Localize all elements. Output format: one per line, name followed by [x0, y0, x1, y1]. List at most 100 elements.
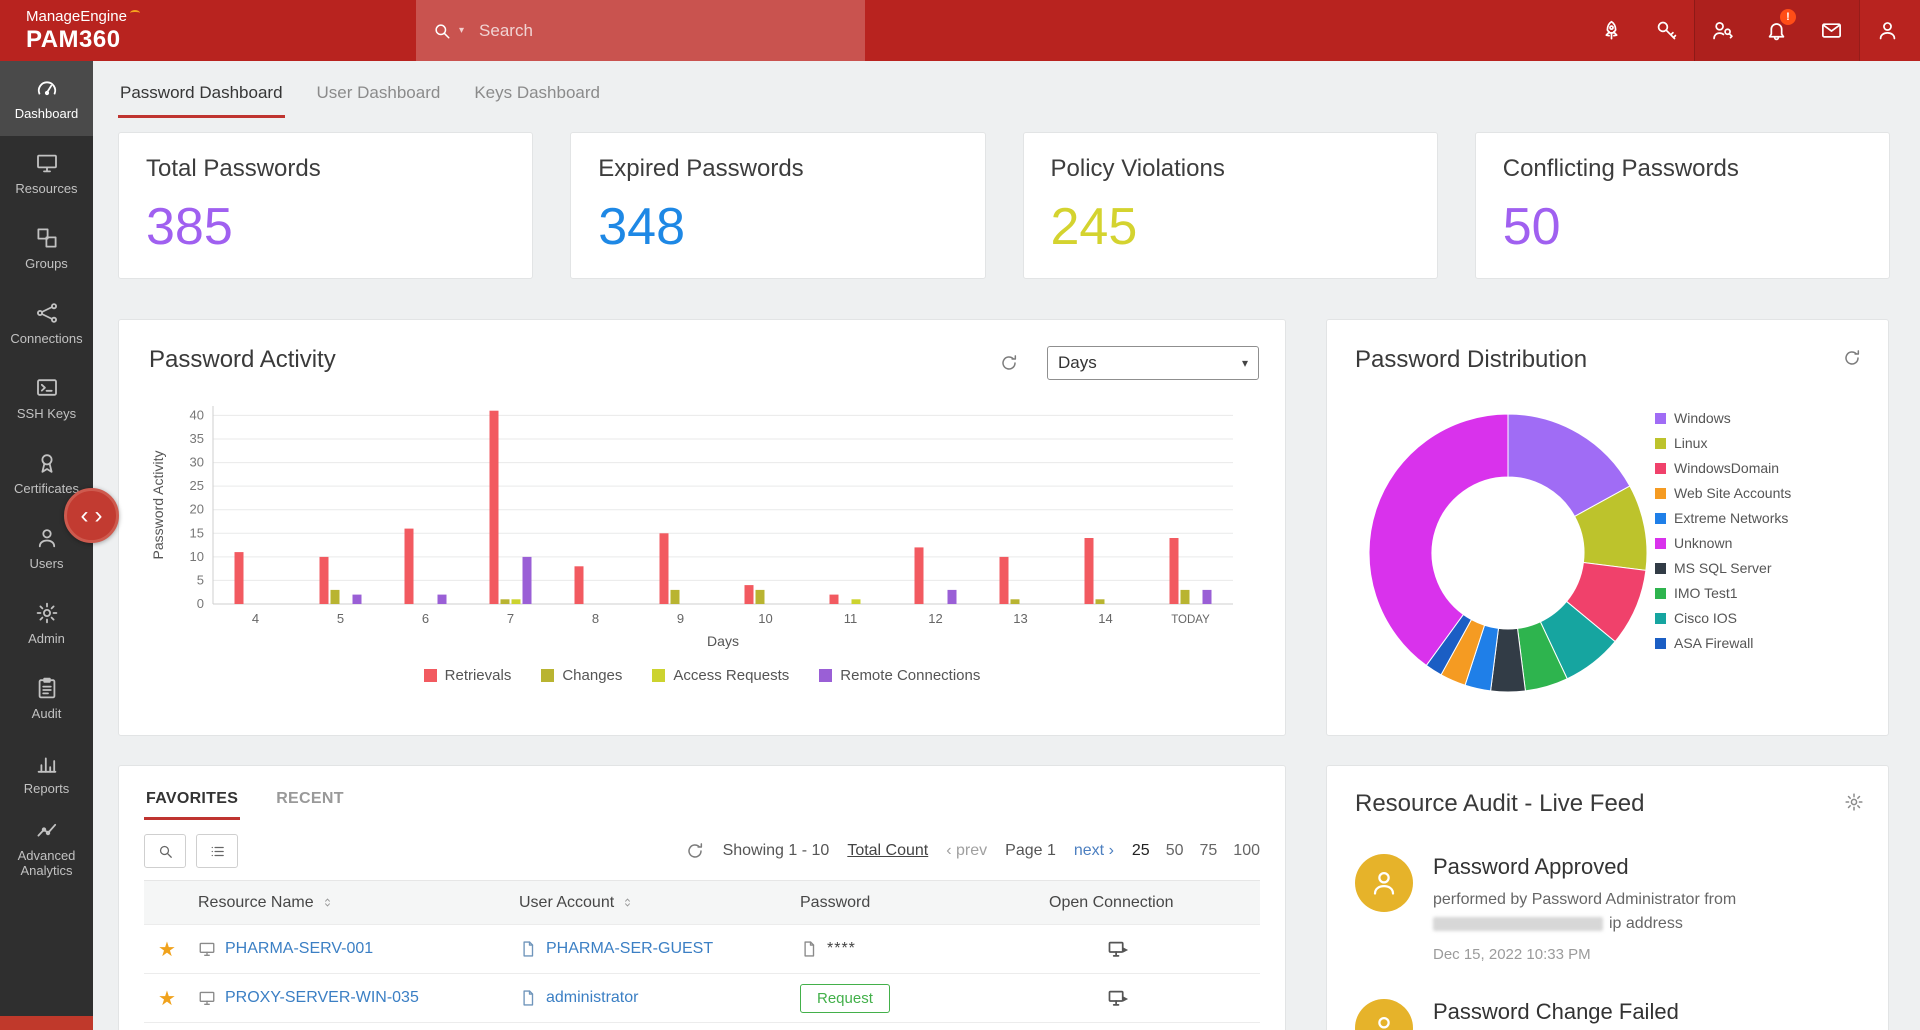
legend-label: IMO Test1 [1674, 585, 1738, 601]
sidebar-item-label: Certificates [13, 480, 80, 496]
sidebar-item-label: Advanced Analytics [17, 848, 76, 878]
sidebar-item-label: Groups [25, 255, 68, 271]
sidebar-item-ssh-keys[interactable]: SSH Keys [0, 361, 93, 436]
select-value: Days [1058, 353, 1097, 372]
header-icon-group: ! [1584, 0, 1914, 61]
page-size-100[interactable]: 100 [1233, 842, 1260, 859]
favorite-cell: ★ [144, 937, 198, 962]
activity-range-select[interactable]: Days ▾ [1047, 346, 1259, 380]
legend-swatch [541, 669, 555, 682]
sidebar-item-groups[interactable]: Groups [0, 211, 93, 286]
legend-label: Access Requests [673, 667, 790, 684]
legend-item: Remote Connections [819, 667, 980, 684]
favorites-table-head: Resource Name User Account Password Open Co… [144, 880, 1260, 925]
request-password-button[interactable]: Request [800, 983, 890, 1013]
refresh-table-icon[interactable] [685, 841, 705, 861]
sidebar-item-reports[interactable]: Reports [0, 736, 93, 811]
sidebar-item-dashboard[interactable]: Dashboard [0, 61, 93, 136]
sidebar-item-users[interactable]: Users [0, 511, 93, 586]
resources-icon [35, 151, 59, 175]
search-scope-chevron-icon[interactable]: ▾ [459, 25, 465, 36]
live-feed-settings-gear-icon[interactable] [1844, 792, 1864, 812]
resource-link[interactable]: PROXY-SERVER-WIN-035 [225, 989, 419, 1006]
tab-user-dashboard[interactable]: User Dashboard [316, 83, 441, 102]
feed-avatar [1355, 999, 1413, 1030]
resource-link[interactable]: PHARMA-SERV-001 [225, 940, 374, 957]
svg-text:TODAY: TODAY [1171, 614, 1210, 626]
open-connection-icon[interactable] [1107, 987, 1130, 1010]
favorites-tab-favorites[interactable]: FAVORITES [144, 786, 241, 820]
tab-keys-dashboard[interactable]: Keys Dashboard [474, 83, 600, 102]
showing-text: Showing 1 - 10 [722, 842, 830, 859]
sidebar-item-certificates[interactable]: Certificates [0, 436, 93, 511]
connection-cell [1049, 987, 1260, 1010]
legend-swatch [1655, 537, 1666, 549]
sort-icon[interactable] [621, 896, 634, 909]
feedback-icon-button[interactable] [1804, 0, 1859, 61]
feed-list: Password Approved performed by Password A… [1355, 854, 1860, 1030]
sidebar-item-label: Audit [31, 705, 62, 721]
notification-badge: ! [1780, 9, 1796, 25]
certificates-icon [35, 451, 59, 475]
panel-title: Resource Audit - Live Feed [1355, 790, 1645, 817]
profile-icon-button[interactable] [1859, 0, 1914, 61]
feed-text: performed by Password Administrator from… [1433, 891, 1737, 932]
sidebar-item-audit[interactable]: Audit [0, 661, 93, 736]
svg-text:13: 13 [1013, 611, 1027, 626]
page-size-50[interactable]: 50 [1165, 842, 1184, 859]
favorites-tab-recent[interactable]: RECENT [276, 790, 344, 807]
sidebar-item-admin[interactable]: Admin [0, 586, 93, 661]
column-header-user-account[interactable]: User Account [519, 894, 800, 912]
admin-sessions-icon [1711, 19, 1734, 42]
legend-swatch [1655, 512, 1666, 524]
notifications-icon [1765, 19, 1788, 42]
svg-text:35: 35 [190, 431, 204, 446]
legend-swatch [1655, 562, 1666, 574]
admin-sessions-icon-button[interactable] [1694, 0, 1749, 61]
next-page-button[interactable]: next › [1073, 842, 1114, 859]
svg-text:14: 14 [1098, 611, 1112, 626]
page-size-75[interactable]: 75 [1199, 842, 1218, 859]
favorite-star-icon[interactable]: ★ [158, 938, 176, 961]
notifications-icon-button[interactable]: ! [1749, 0, 1804, 61]
sidebar-collapse-toggle[interactable]: ‹ › [64, 488, 119, 543]
feed-time: Dec 15, 2022 10:33 PM [1433, 946, 1591, 963]
dashboard-tabs: Password Dashboard User Dashboard Keys Das… [118, 73, 1920, 118]
legend-swatch [1655, 437, 1666, 449]
svg-text:12: 12 [928, 611, 942, 626]
admin-icon [35, 601, 59, 625]
account-link[interactable]: administrator [546, 989, 639, 1006]
sidebar-item-resources[interactable]: Resources [0, 136, 93, 211]
account-link[interactable]: PHARMA-SER-GUEST [546, 940, 714, 957]
sidebar-item-connections[interactable]: Connections [0, 286, 93, 361]
prev-page-button[interactable]: ‹ prev [946, 842, 988, 859]
account-icon [519, 940, 537, 958]
connection-cell [1049, 938, 1260, 961]
table-search-button[interactable] [144, 834, 186, 868]
password-generator-icon-button[interactable] [1639, 0, 1694, 61]
sort-icon[interactable] [321, 896, 334, 909]
global-search: ▾ [416, 0, 865, 61]
sidebar-items: Dashboard Resources Groups Connections SSH K… [0, 61, 93, 886]
refresh-activity-icon[interactable] [999, 353, 1019, 373]
password-copy-icon[interactable] [800, 940, 818, 958]
quick-launch-icon-button[interactable] [1584, 0, 1639, 61]
column-header-resource-name[interactable]: Resource Name [198, 894, 519, 912]
legend-item: Changes [541, 667, 622, 684]
tab-password-dashboard[interactable]: Password Dashboard [118, 73, 285, 118]
refresh-distribution-icon[interactable] [1842, 348, 1862, 368]
feed-title: Password Approved [1433, 854, 1629, 879]
open-connection-icon[interactable] [1107, 938, 1130, 961]
search-input[interactable] [479, 20, 849, 41]
column-chooser-button[interactable] [196, 834, 238, 868]
favorites-panel: FAVORITES RECENT Showing 1 - 10 Total Cou… [118, 765, 1286, 1030]
advanced-analytics-icon [35, 818, 59, 842]
audit-icon [35, 676, 59, 700]
account-icon [519, 989, 537, 1007]
page-size-25[interactable]: 25 [1131, 842, 1150, 859]
distribution-donut-mount [1363, 408, 1653, 703]
favorite-star-icon[interactable]: ★ [158, 987, 176, 1010]
sidebar-item-advanced-analytics[interactable]: Advanced Analytics [0, 811, 93, 886]
svg-text:30: 30 [190, 455, 204, 470]
total-count-link[interactable]: Total Count [847, 842, 929, 859]
